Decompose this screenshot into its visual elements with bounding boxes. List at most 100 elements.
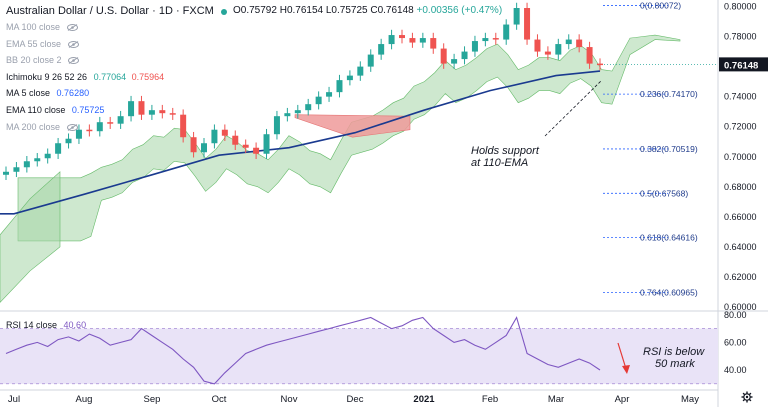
indicator-ema55[interactable]: EMA 55 close (6, 39, 79, 49)
time-axis-tick: Aug (76, 394, 93, 405)
indicator-bb20[interactable]: BB 20 close 2 (6, 55, 80, 65)
candle-body (3, 171, 9, 175)
indicator-value-2: 0.75964 (131, 72, 165, 82)
indicator-label: MA 200 close (6, 122, 61, 132)
candle-body (221, 129, 228, 136)
ichimoku-cloud-bullish (17, 34, 681, 242)
time-axis-tick: Dec (347, 394, 364, 405)
indicator-value: 0.75725 (71, 105, 105, 115)
candle-body (138, 101, 145, 115)
candle-body (86, 129, 93, 132)
candle-body (346, 75, 353, 81)
candle-body (378, 44, 385, 55)
ohlc-change: +0.00356 (+0.47%) (416, 5, 503, 16)
candle-body (513, 8, 520, 25)
candle-body (409, 38, 416, 43)
rsi-value: 40.60 (63, 320, 87, 330)
ema110-line (0, 70, 601, 215)
candle-body (128, 101, 135, 117)
candle-body (148, 110, 155, 115)
candle-body (201, 143, 207, 153)
price-axis-tick: 0.62000 (724, 272, 757, 282)
indicator-label: BB 20 close 2 (6, 55, 62, 65)
indicator-label: Ichimoku 9 26 52 26 (6, 72, 88, 82)
rsi-band (0, 328, 718, 384)
indicator-label: MA 100 close (6, 22, 61, 32)
rsi-legend[interactable]: RSI 14 close 40.60 (6, 320, 86, 330)
indicator-label: MA 5 close (6, 88, 51, 98)
indicator-value-1: 0.77064 (93, 72, 127, 82)
candle-body (544, 51, 551, 55)
candle-body (357, 66, 364, 76)
ohlc-close: C0.76148 (370, 5, 414, 16)
time-axis-tick: Feb (482, 394, 498, 405)
candle-body (180, 114, 187, 138)
rsi-axis-tick: 40.00 (724, 365, 747, 375)
candle-body (263, 134, 270, 154)
market-status-dot (221, 9, 227, 15)
eye-hidden-icon[interactable] (68, 57, 80, 65)
fib-level-label: 0(0.80072) (640, 0, 681, 10)
ichimoku-cloud-bearish (294, 114, 411, 138)
indicator-ma200[interactable]: MA 200 close (6, 122, 78, 132)
ohlc-open: O0.75792 (233, 5, 277, 16)
candle-body (492, 38, 499, 40)
candle-body (524, 8, 531, 40)
candle-body (451, 59, 458, 64)
candle-body (388, 35, 395, 45)
candle-body (576, 39, 583, 48)
fib-level-label: 0.236(0.74170) (640, 89, 698, 99)
time-axis-tick: Apr (615, 394, 630, 405)
ohlc-readout: O0.75792 H0.76154 L0.75725 C0.76148 +0.0… (233, 5, 502, 16)
rsi-axis-tick: 80.00 (724, 310, 747, 320)
eye-hidden-icon[interactable] (66, 24, 78, 32)
price-axis-tick: 0.70000 (724, 152, 757, 162)
time-axis-tick: Sep (144, 394, 161, 405)
candle-body (34, 158, 41, 162)
candle-body (169, 113, 176, 115)
candle-body (253, 147, 260, 154)
candle-body (273, 116, 280, 135)
candle-body (367, 54, 374, 67)
indicator-ma5[interactable]: MA 5 close 0.76280 (6, 88, 89, 98)
rsi-axis-tick: 60.00 (724, 337, 747, 347)
time-axis-tick: May (681, 394, 699, 405)
eye-hidden-icon[interactable] (67, 41, 79, 49)
candle-body (399, 35, 405, 39)
candle-body (65, 138, 72, 144)
price-axis-tick: 0.66000 (724, 212, 757, 222)
candle-body (190, 137, 197, 153)
indicator-ma100[interactable]: MA 100 close (6, 22, 78, 32)
candle-body (159, 110, 166, 114)
price-axis-tick: 0.80000 (724, 2, 757, 12)
indicator-ichimoku[interactable]: Ichimoku 9 26 52 26 0.77064 0.75964 (6, 72, 164, 82)
candle-body (565, 39, 572, 45)
indicator-label: EMA 55 close (6, 39, 62, 49)
indicator-ema110[interactable]: EMA 110 close 0.75725 (6, 105, 104, 115)
fib-level-label: 0.382(0.70519) (640, 144, 698, 154)
price-axis-tick: 0.78000 (724, 32, 757, 42)
settings-gear-icon[interactable] (741, 391, 753, 403)
candle-body (419, 38, 426, 43)
candle-body (336, 80, 343, 93)
price-axis-tick: 0.68000 (724, 182, 757, 192)
candle-body (55, 143, 62, 154)
eye-hidden-icon[interactable] (66, 124, 78, 132)
candle-body (13, 167, 20, 172)
candle-body (232, 135, 239, 145)
candle-body (305, 104, 312, 111)
fib-level-label: 0.5(0.67568) (640, 188, 688, 198)
candle-body (440, 48, 447, 64)
rsi-label-text: RSI 14 close (6, 320, 58, 330)
candle-body (44, 153, 51, 159)
candle-body (96, 122, 103, 132)
support-annotation-line2: at 110-EMA (471, 157, 528, 169)
last-price-tag-text: 0.76148 (724, 60, 758, 71)
candle-body (294, 110, 301, 114)
candle-body (586, 47, 593, 64)
price-axis-tick: 0.60000 (724, 302, 757, 312)
symbol-title[interactable]: Australian Dollar / U.S. Dollar · 1D · F… (6, 5, 214, 17)
fib-level-label: 0.618(0.64616) (640, 233, 698, 243)
rsi-annotation-line1: RSI is below (643, 346, 705, 358)
